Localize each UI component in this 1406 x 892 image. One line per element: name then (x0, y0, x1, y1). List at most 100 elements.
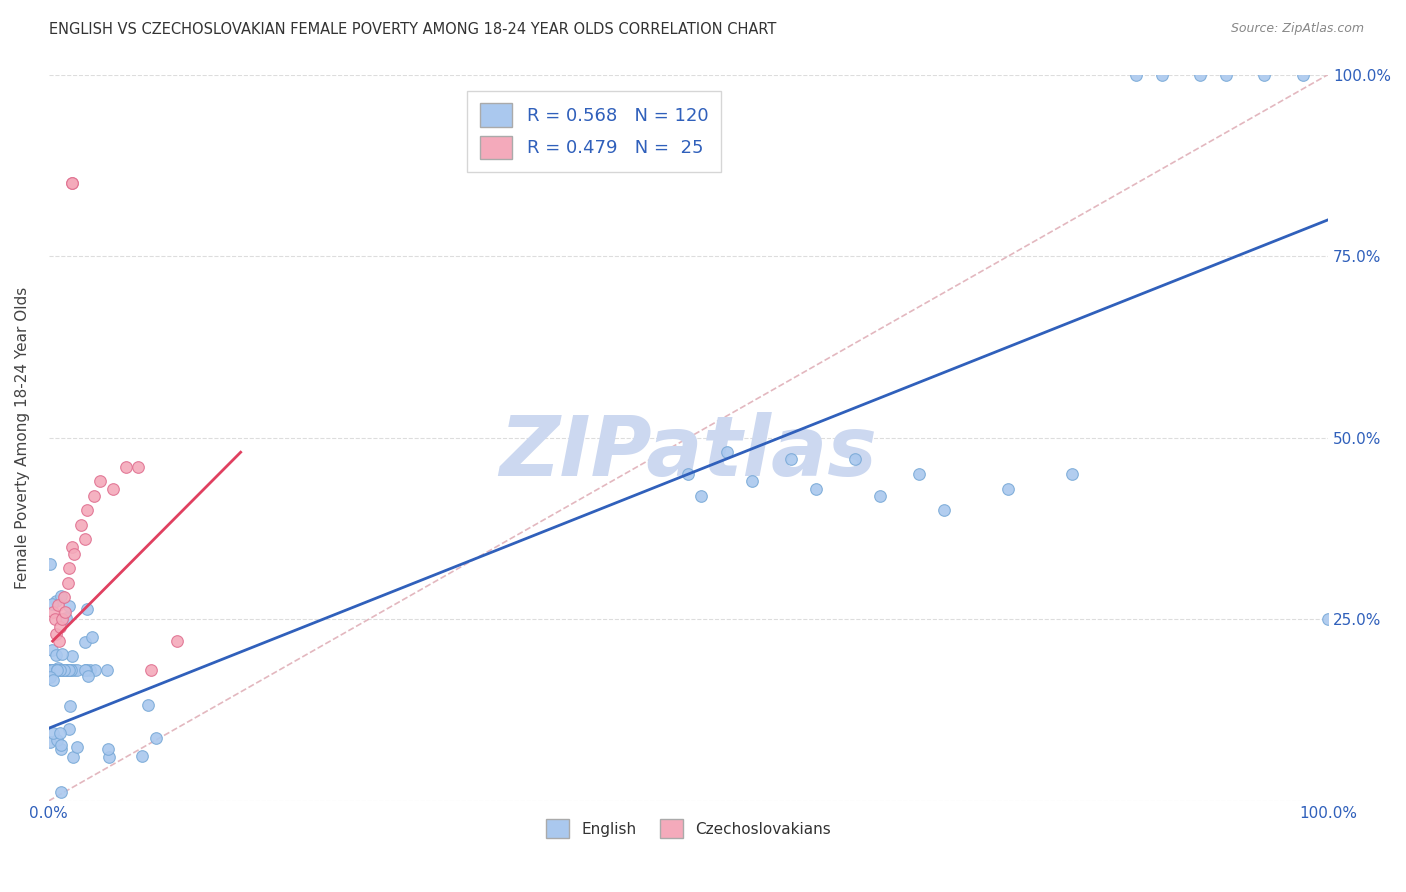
Point (66, 663, 89, 677)
Point (83, 489, 105, 503)
Point (60, 540, 83, 554)
Point (1125, 68, 1147, 82)
Point (145, 731, 167, 745)
Point (60, 177, 83, 191)
Point (39, 663, 62, 677)
Point (39, 735, 62, 749)
Point (1215, 68, 1237, 82)
Point (49, 726, 72, 740)
Point (779, 452, 801, 467)
Point (39, 663, 62, 677)
Point (41, 663, 63, 677)
Point (46, 663, 69, 677)
Point (53, 663, 76, 677)
Point (60, 648, 83, 663)
Point (55, 610, 77, 624)
Point (75, 663, 97, 677)
Point (77, 669, 100, 683)
Point (55, 663, 77, 677)
Point (46, 663, 69, 677)
Point (46, 663, 69, 677)
Point (76, 503, 98, 517)
Point (51, 663, 73, 677)
Point (59, 663, 82, 677)
Point (42, 673, 65, 687)
Point (62, 750, 84, 764)
Point (678, 467, 700, 481)
Point (934, 503, 956, 517)
Point (46, 732, 69, 747)
Point (58, 722, 80, 736)
Point (45, 663, 67, 677)
Point (46, 663, 69, 677)
Point (89, 475, 111, 489)
Point (690, 489, 713, 503)
Point (59, 698, 82, 713)
Point (73, 533, 96, 547)
Point (45, 593, 67, 607)
Point (46, 663, 69, 677)
Point (741, 475, 763, 489)
Point (127, 459, 149, 474)
Point (44, 612, 66, 626)
Y-axis label: Female Poverty Among 18-24 Year Olds: Female Poverty Among 18-24 Year Olds (15, 286, 30, 589)
Point (1062, 467, 1084, 481)
Point (49, 663, 72, 677)
Point (46, 598, 69, 612)
Point (56, 576, 79, 591)
Point (58, 663, 80, 677)
Point (1253, 68, 1275, 82)
Point (79, 663, 101, 677)
Point (41, 605, 63, 619)
Point (42, 663, 65, 677)
Point (44, 663, 66, 677)
Point (63, 547, 86, 561)
Point (51, 647, 73, 661)
Point (869, 489, 891, 503)
Point (42, 663, 65, 677)
Point (80, 630, 103, 644)
Point (97, 742, 120, 756)
Point (76, 602, 98, 616)
Point (48, 634, 70, 648)
Point (46, 663, 69, 677)
Point (48, 663, 70, 677)
Point (51, 612, 73, 626)
Point (114, 459, 136, 474)
Point (75, 663, 97, 677)
Point (49, 663, 72, 677)
Point (136, 698, 159, 712)
Point (42, 726, 65, 740)
Point (69, 517, 91, 532)
Point (45, 648, 67, 663)
Point (997, 482, 1019, 496)
Point (44, 663, 66, 677)
Point (60, 663, 83, 677)
Point (48, 663, 70, 677)
Point (101, 482, 124, 496)
Point (49, 590, 72, 604)
Point (46, 663, 69, 677)
Text: ENGLISH VS CZECHOSLOVAKIAN FEMALE POVERTY AMONG 18-24 YEAR OLDS CORRELATION CHAR: ENGLISH VS CZECHOSLOVAKIAN FEMALE POVERT… (49, 22, 776, 37)
Point (45, 627, 67, 641)
Point (53, 591, 76, 605)
Point (39, 670, 62, 684)
Point (844, 452, 866, 467)
Point (49, 742, 72, 756)
Point (98, 749, 121, 764)
Point (806, 482, 828, 496)
Point (907, 467, 929, 481)
Point (166, 634, 188, 648)
Point (1291, 68, 1313, 82)
Point (41, 663, 63, 677)
Point (716, 445, 738, 459)
Point (66, 739, 89, 754)
Point (49, 738, 72, 752)
Point (60, 177, 83, 191)
Point (52, 663, 75, 677)
Legend: English, Czechoslovakians: English, Czechoslovakians (540, 814, 837, 844)
Point (62, 663, 84, 677)
Point (55, 605, 77, 619)
Point (48, 663, 70, 677)
Point (58, 663, 80, 677)
